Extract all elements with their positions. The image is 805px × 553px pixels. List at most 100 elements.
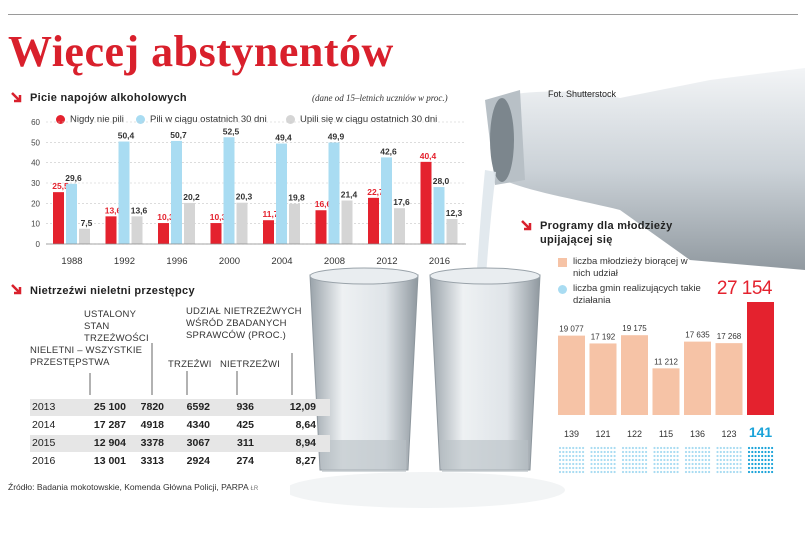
commune-dot	[603, 462, 606, 466]
commune-dot	[732, 454, 736, 458]
commune-dot	[558, 466, 562, 470]
commune-dot	[764, 458, 767, 462]
commune-dot	[663, 446, 666, 450]
commune-dot	[698, 458, 701, 462]
commune-dot	[764, 466, 767, 470]
legend-communes: liczba gmin realizujących takie działani…	[558, 283, 708, 307]
commune-dot	[747, 462, 751, 466]
commune-dot	[628, 470, 631, 474]
commune-dot	[610, 450, 613, 454]
commune-dot	[771, 470, 774, 474]
commune-dot	[628, 446, 631, 450]
table-cell-all: 12 904	[93, 437, 126, 449]
commune-dot	[673, 450, 676, 454]
source-note: Źródło: Badania mokotowskie, Komenda Głó…	[8, 482, 258, 492]
legend-youth-label: liczba młodzieży biorącej w nich udział	[573, 256, 688, 279]
commune-dot	[660, 462, 663, 466]
commune-dot	[597, 466, 600, 470]
table-cell-share: 8,64	[295, 419, 316, 431]
commune-dot	[631, 470, 634, 474]
commune-dot	[575, 462, 578, 466]
commune-dot	[621, 462, 625, 466]
bar-1988-s2	[79, 228, 90, 244]
commune-dot	[660, 450, 663, 454]
commune-dot	[638, 462, 641, 466]
commune-dot	[669, 470, 673, 474]
bar-label: 16,6	[315, 199, 332, 209]
bar-label: 28,0	[433, 176, 450, 186]
legend-never: Nigdy nie pili	[56, 114, 124, 125]
bar-1988-s0	[53, 192, 64, 244]
commune-dot	[736, 458, 739, 462]
commune-dot	[719, 458, 722, 462]
commune-dot	[558, 462, 562, 466]
commune-dot	[757, 458, 760, 462]
commune-dot	[572, 470, 575, 474]
commune-dot	[767, 462, 770, 466]
commune-dot	[660, 470, 663, 474]
header-all: NIELETNI – WSZYSTKIE PRZESTĘPSTWA	[30, 345, 143, 368]
commune-dot	[684, 462, 688, 466]
communes-label: 121	[595, 429, 610, 439]
commune-dot	[590, 466, 593, 470]
commune-dot	[631, 446, 634, 450]
legend-communes-label: liczba gmin realizujących takie działani…	[573, 283, 701, 306]
commune-dot	[625, 458, 628, 462]
bar-label: 11,7	[262, 209, 278, 219]
page-title: Więcej abstynentów	[8, 27, 394, 76]
commune-dot	[568, 466, 571, 470]
table-cell-year: 2013	[32, 401, 56, 413]
commune-dot	[716, 462, 719, 466]
commune-dot	[729, 450, 732, 454]
commune-dot	[669, 450, 673, 454]
commune-dot	[653, 450, 656, 454]
commune-dot	[771, 454, 774, 458]
commune-dot	[726, 470, 729, 474]
commune-dot	[761, 458, 764, 462]
programs-chart-title: Programy dla młodzieży upijającej się	[540, 220, 673, 246]
commune-dot	[716, 450, 719, 454]
commune-dot	[676, 466, 679, 470]
commune-dot	[767, 450, 770, 454]
commune-dot	[621, 450, 625, 454]
youth-label: 19 175	[622, 324, 647, 333]
commune-dot	[757, 450, 760, 454]
legend-drunk-label: Upili się w ciągu ostatnich 30 dni	[300, 114, 438, 125]
commune-dot	[578, 466, 581, 470]
commune-dot	[736, 450, 739, 454]
commune-dot	[698, 450, 701, 454]
x-tick-label: 2008	[324, 256, 345, 267]
y-tick-label: 60	[31, 118, 40, 127]
communes-label: 123	[721, 429, 736, 439]
commune-dot	[578, 458, 581, 462]
commune-dot	[656, 462, 659, 466]
x-tick-label: 1988	[61, 256, 82, 267]
commune-dot	[736, 446, 739, 450]
commune-dot	[653, 446, 656, 450]
commune-dot	[666, 450, 669, 454]
commune-dot	[736, 466, 739, 470]
commune-dot	[708, 462, 711, 466]
commune-dot	[621, 458, 625, 462]
commune-dot	[708, 458, 711, 462]
commune-dot	[751, 462, 754, 466]
drinking-chart-title: Picie napojów alkoholowych	[30, 92, 187, 104]
commune-dot	[726, 466, 729, 470]
commune-dot	[726, 462, 729, 466]
header-established: USTALONY STAN TRZEŹWOŚCI	[84, 309, 149, 344]
commune-dot	[754, 454, 757, 458]
commune-dot	[600, 454, 603, 458]
bar-label: 40,4	[420, 151, 437, 161]
table-cell-all: 17 287	[93, 419, 126, 431]
commune-dot	[739, 466, 742, 470]
bar-label: 10,3	[210, 212, 227, 222]
commune-dot	[701, 462, 704, 466]
x-tick-label: 2004	[271, 256, 292, 267]
commune-dot	[572, 446, 575, 450]
commune-dot	[597, 454, 600, 458]
commune-dot	[751, 470, 754, 474]
commune-dot	[578, 454, 581, 458]
commune-dot	[610, 458, 613, 462]
y-tick-label: 10	[31, 220, 40, 229]
bar-1988-s1	[66, 183, 77, 244]
